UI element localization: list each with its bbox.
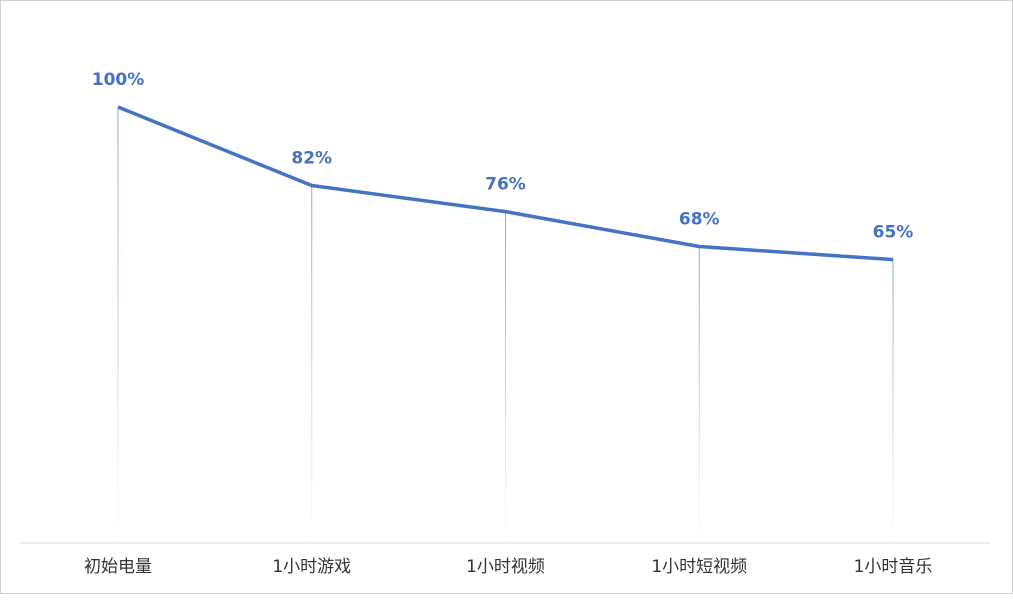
drop-line bbox=[505, 211, 506, 543]
data-label: 68% bbox=[679, 210, 720, 230]
drop-line bbox=[698, 246, 700, 543]
drop-line bbox=[117, 107, 119, 543]
x-tick-label: 1小时短视频 bbox=[651, 557, 747, 577]
line bbox=[117, 105, 894, 262]
x-tick-label: 1小时游戏 bbox=[272, 557, 351, 577]
x-tick-label: 1小时音乐 bbox=[854, 557, 933, 577]
data-label: 82% bbox=[291, 148, 332, 168]
data-label: 65% bbox=[873, 223, 914, 243]
x-tick-label: 1小时视频 bbox=[466, 557, 545, 577]
drop-line bbox=[892, 259, 894, 543]
x-tick-label: 初始电量 bbox=[84, 557, 152, 577]
data-label: 100% bbox=[92, 70, 145, 90]
drop-line bbox=[311, 185, 313, 544]
data-label: 76% bbox=[485, 175, 526, 195]
